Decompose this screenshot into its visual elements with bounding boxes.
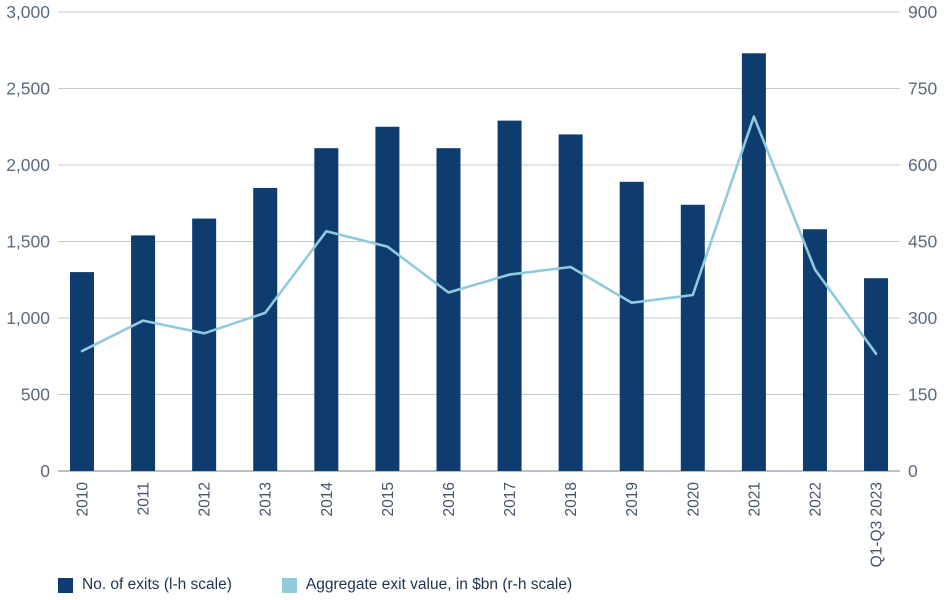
- x-axis-label-2014: 2014: [319, 482, 336, 517]
- right-axis-tick-label: 450: [908, 232, 937, 252]
- left-axis-tick-label: 1,000: [6, 308, 50, 328]
- exits-bar-2016: [436, 148, 461, 472]
- right-axis-tick-label: 300: [908, 308, 937, 328]
- left-axis-tick-label: 2,500: [6, 79, 50, 99]
- x-axis-label-2020: 2020: [685, 482, 702, 517]
- right-axis-tick-label: 0: [908, 461, 918, 481]
- x-axis-label-2015: 2015: [380, 482, 397, 516]
- exits-bar-2012: [192, 218, 217, 471]
- x-axis-label-2010: 2010: [75, 482, 92, 517]
- legend-exits-label: No. of exits (l-h scale): [82, 576, 232, 593]
- left-axis-tick-label: 500: [21, 385, 50, 405]
- left-axis-tick-label: 3,000: [6, 2, 50, 22]
- x-axis-label-2011: 2011: [136, 482, 153, 515]
- right-axis-tick-label: 900: [908, 2, 937, 22]
- x-axis-label-2016: 2016: [441, 482, 458, 516]
- exits-bar-2010: [70, 272, 94, 471]
- exits-bar-2015: [375, 126, 400, 471]
- x-axis-label-2021: 2021: [746, 482, 763, 516]
- exits-swatch-icon: [58, 577, 73, 593]
- exits-bar-2011: [131, 235, 156, 471]
- exits-bar-2014: [314, 148, 339, 472]
- legend-value-label: Aggregate exit value, in $bn (r-h scale): [305, 576, 573, 593]
- exits-bar-2021: [741, 53, 766, 472]
- exits-bar-q1-q3-2023: [864, 278, 889, 471]
- chart-legend: No. of exits (l-h scale) Aggregate exit …: [58, 576, 572, 594]
- left-axis-tick-label: 2,000: [6, 155, 50, 175]
- exits-bar-2022: [802, 229, 827, 471]
- legend-item-value: Aggregate exit value, in $bn (r-h scale): [281, 576, 573, 594]
- legend-item-exits: No. of exits (l-h scale): [58, 576, 232, 594]
- exits-bar-2013: [253, 187, 278, 471]
- exits-bar-2020: [680, 204, 705, 471]
- value-swatch-icon: [281, 577, 297, 593]
- aggregate-exit-value-line: [80, 115, 878, 356]
- x-axis-label-2022: 2022: [807, 482, 824, 516]
- x-axis-label-2012: 2012: [197, 482, 214, 516]
- right-axis-tick-label: 150: [908, 385, 937, 405]
- x-axis-label-2013: 2013: [258, 482, 275, 516]
- exits-bar-2018: [558, 134, 583, 471]
- exits-bar-2019: [619, 181, 644, 471]
- x-axis-label-2019: 2019: [624, 482, 641, 516]
- left-axis-tick-label: 0: [40, 461, 50, 481]
- right-axis-tick-label: 750: [908, 79, 937, 99]
- right-axis-tick-label: 600: [908, 155, 937, 175]
- x-axis-label-2017: 2017: [502, 482, 519, 516]
- x-axis-label-q1-q3-2023: Q1-Q3 2023: [869, 482, 886, 567]
- exits-bar-2017: [497, 120, 522, 471]
- left-axis-tick-label: 1,500: [6, 232, 50, 252]
- x-axis-label-2018: 2018: [563, 482, 580, 516]
